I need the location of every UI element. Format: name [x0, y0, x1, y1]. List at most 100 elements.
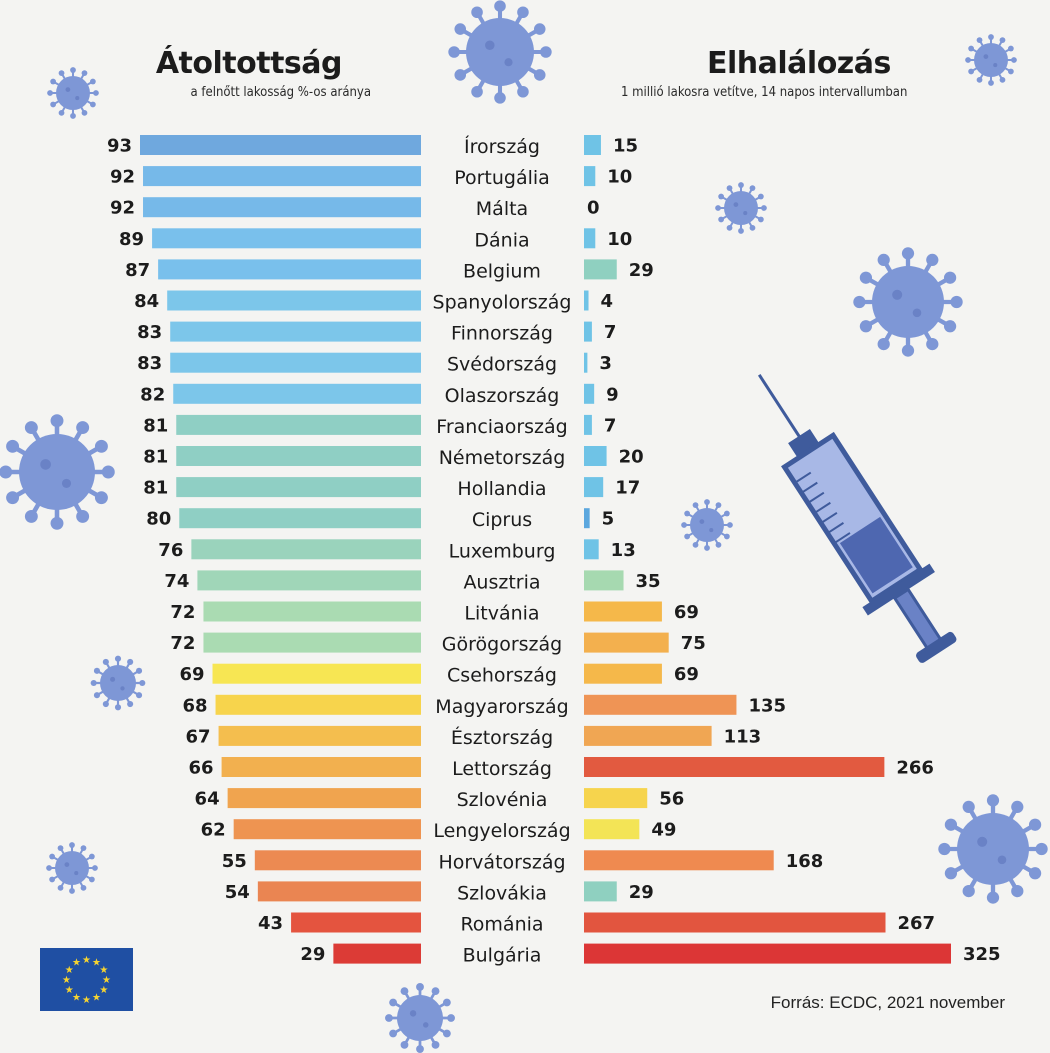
right-value-label: 113 [724, 726, 762, 747]
bar-row: 72 Görögország 75 [170, 632, 706, 656]
bar-row: 74 Ausztria 35 [164, 570, 661, 593]
virus-icon-left-2 [90, 655, 146, 711]
category-label: Spanyolország [433, 292, 572, 314]
left-value-label: 29 [300, 944, 325, 965]
right-bar [584, 570, 624, 591]
left-bar [333, 943, 421, 964]
left-value-label: 81 [143, 447, 168, 468]
right-value-label: 266 [896, 758, 934, 779]
left-value-label: 64 [195, 789, 220, 810]
right-bar [584, 259, 617, 280]
left-value-label: 67 [185, 726, 210, 747]
right-bar [584, 508, 590, 529]
right-bar [584, 725, 712, 746]
category-label: Ciprus [472, 509, 532, 531]
left-bar [167, 290, 421, 311]
virus-icon-center [681, 499, 733, 551]
left-bar [215, 694, 421, 715]
bar-row: 80 Ciprus 5 [146, 508, 614, 531]
left-value-label: 92 [110, 167, 135, 188]
left-value-label: 62 [201, 820, 226, 841]
bar-row: 72 Litvánia 69 [170, 601, 699, 625]
category-label: Finnország [451, 323, 553, 345]
category-label: Írország [464, 135, 540, 158]
right-value-label: 168 [786, 851, 824, 872]
left-value-label: 66 [189, 758, 214, 779]
bar-row: 55 Horvátország 168 [222, 850, 824, 873]
right-bar [584, 881, 617, 902]
left-bar [191, 539, 421, 560]
right-value-label: 13 [611, 540, 636, 561]
right-bar [584, 228, 596, 249]
virus-icon-top-left [47, 67, 99, 119]
bar-row: 92 Portugália 10 [110, 166, 632, 189]
bar-row: 43 Románia 267 [258, 912, 936, 936]
left-value-label: 76 [158, 540, 183, 561]
left-bar [203, 632, 421, 653]
left-value-label: 72 [170, 602, 195, 623]
right-chart-title: Elhalálozás [707, 46, 891, 81]
left-bar [254, 850, 421, 871]
left-value-label: 93 [107, 136, 132, 157]
bar-row: 68 Magyarország 135 [182, 694, 786, 718]
left-value-label: 82 [140, 384, 165, 405]
eu-star-icon: ★ [99, 985, 108, 996]
left-bar [143, 197, 422, 218]
right-bar [584, 601, 662, 622]
right-bar [584, 166, 596, 187]
right-value-label: 7 [604, 322, 617, 343]
right-bar [584, 632, 669, 653]
left-bar [179, 508, 421, 529]
left-bar [140, 135, 421, 155]
bar-row: 81 Hollandia 17 [143, 477, 640, 500]
right-bar [584, 135, 601, 155]
left-chart-title: Átoltottság [155, 46, 343, 81]
right-bar [584, 819, 640, 840]
virus-icon-bottom [385, 983, 455, 1053]
left-value-label: 89 [119, 229, 144, 250]
category-label: Románia [460, 914, 543, 936]
eu-stars: ★★★★★★★★★ ★ ★★ [62, 955, 111, 1006]
bar-row: 92 Málta 0 [110, 197, 600, 220]
right-value-label: 5 [602, 509, 615, 530]
virus-icon-top [448, 0, 552, 104]
category-label: Olaszország [445, 385, 560, 407]
left-value-label: 84 [134, 291, 159, 312]
right-value-label: 49 [651, 820, 676, 841]
bar-row: 69 Csehország 69 [179, 663, 699, 687]
bar-row: 64 Szlovénia 56 [195, 788, 684, 811]
right-value-label: 4 [601, 291, 614, 312]
category-label: Franciaország [436, 416, 567, 438]
category-label: Portugália [454, 167, 550, 189]
right-value-label: 15 [613, 136, 638, 157]
right-value-label: 29 [629, 882, 654, 903]
right-bar [584, 850, 774, 871]
eu-star-icon: ★ [72, 958, 81, 969]
right-value-label: 69 [674, 664, 699, 685]
category-label: Lettország [452, 758, 552, 780]
bar-row: 87 Belgium 29 [125, 259, 654, 282]
left-value-label: 80 [146, 509, 171, 530]
bar-row: 83 Svédország 3 [137, 352, 612, 376]
right-bar [584, 383, 595, 404]
right-value-label: 35 [636, 571, 661, 592]
right-value-label: 325 [963, 944, 1001, 965]
left-value-label: 83 [137, 322, 162, 343]
right-value-label: 135 [748, 695, 786, 716]
right-bar [584, 477, 604, 498]
right-value-label: 7 [604, 415, 617, 436]
virus-icon-right-3 [938, 794, 1048, 904]
bar-row: 81 Németország 20 [143, 446, 644, 469]
left-value-label: 83 [137, 353, 162, 374]
left-value-label: 54 [225, 882, 250, 903]
right-value-label: 56 [659, 789, 684, 810]
right-bar [584, 663, 662, 684]
right-value-label: 17 [615, 478, 640, 499]
left-value-label: 43 [258, 913, 283, 934]
right-value-label: 267 [898, 913, 936, 934]
left-bar [221, 757, 421, 777]
left-bar [212, 663, 421, 684]
left-value-label: 69 [179, 664, 204, 685]
